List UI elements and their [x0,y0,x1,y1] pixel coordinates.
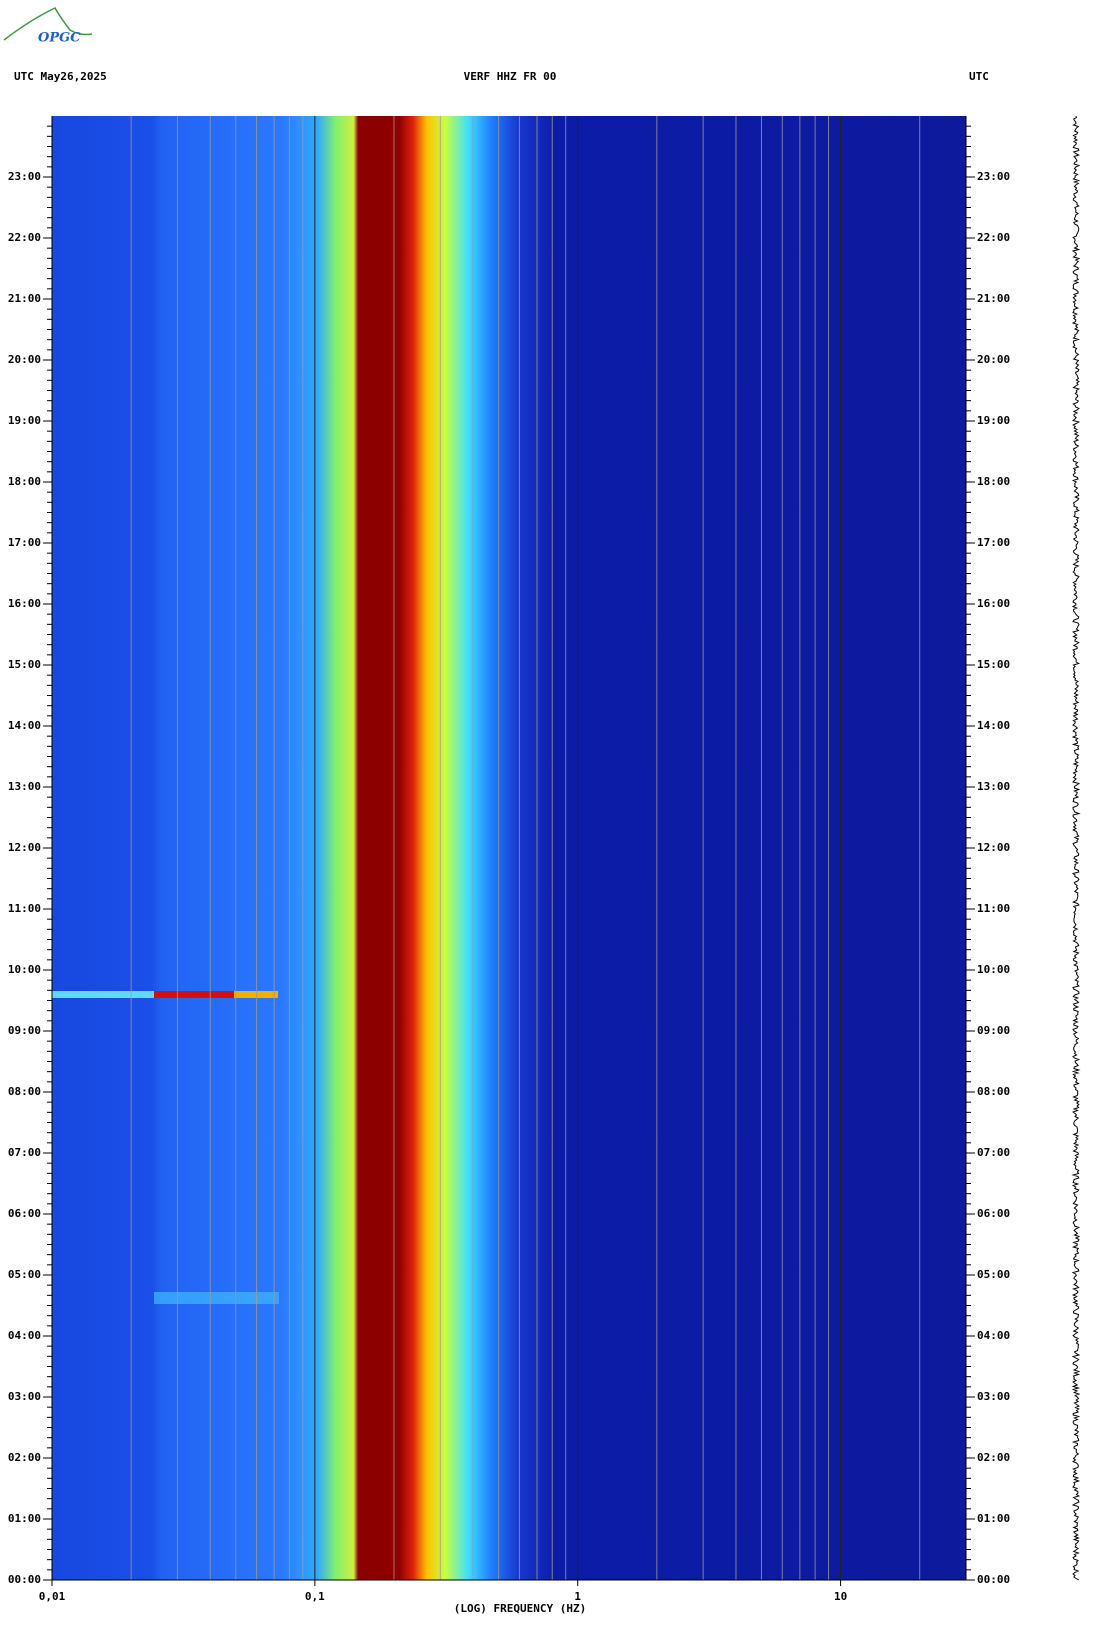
y-tick-label: 11:00 [8,902,41,915]
y-tick-label: 18:00 [977,475,1010,488]
y-tick-label: 21:00 [977,292,1010,305]
seismogram-trace [1071,115,1081,1581]
y-tick-label: 05:00 [977,1268,1010,1281]
y-tick-label: 16:00 [977,597,1010,610]
y-tick-label: 20:00 [977,353,1010,366]
y-tick-label: 19:00 [8,414,41,427]
logo: OPGC [3,7,93,46]
y-tick-label: 13:00 [8,780,41,793]
y-tick-label: 22:00 [977,231,1010,244]
y-tick-label: 07:00 [977,1146,1010,1159]
y-tick-label: 02:00 [977,1451,1010,1464]
y-tick-label: 18:00 [8,475,41,488]
y-tick-label: 19:00 [977,414,1010,427]
logo-text: OPGC [38,31,81,46]
y-tick-label: 17:00 [8,536,41,549]
y-tick-label: 00:00 [8,1573,41,1586]
y-tick-label: 04:00 [8,1329,41,1342]
y-tick-label: 08:00 [977,1085,1010,1098]
y-tick-label: 20:00 [8,353,41,366]
y-tick-label: 06:00 [977,1207,1010,1220]
event-stripe [154,991,234,998]
y-tick-label: 02:00 [8,1451,41,1464]
y-tick-label: 04:00 [977,1329,1010,1342]
y-tick-label: 15:00 [977,658,1010,671]
x-axis-label: (LOG) FREQUENCY (HZ) [454,1602,586,1615]
y-tick-label: 23:00 [8,170,41,183]
y-tick-label: 21:00 [8,292,41,305]
x-tick-label: 0,01 [39,1590,66,1603]
title-right: UTC [969,70,989,83]
y-tick-label: 03:00 [977,1390,1010,1403]
y-tick-label: 12:00 [977,841,1010,854]
y-tick-label: 14:00 [8,719,41,732]
x-tick-label: 1 [574,1590,581,1603]
y-tick-label: 23:00 [977,170,1010,183]
y-tick-label: 07:00 [8,1146,41,1159]
y-tick-label: 09:00 [977,1024,1010,1037]
y-tick-label: 10:00 [8,963,41,976]
y-tick-label: 13:00 [977,780,1010,793]
event-stripe [154,1292,279,1304]
x-tick-label: 10 [834,1590,847,1603]
y-tick-label: 12:00 [8,841,41,854]
y-tick-label: 03:00 [8,1390,41,1403]
y-tick-label: 06:00 [8,1207,41,1220]
y-tick-label: 22:00 [8,231,41,244]
spectrogram-image [52,116,966,1580]
x-tick-label: 0,1 [305,1590,325,1603]
y-tick-label: 09:00 [8,1024,41,1037]
title-left: UTC May26,2025 [14,70,107,83]
chart-title: VERF HHZ FR 00 [464,70,557,83]
event-stripe [52,991,154,998]
y-tick-label: 14:00 [977,719,1010,732]
y-tick-label: 10:00 [977,963,1010,976]
y-tick-label: 17:00 [977,536,1010,549]
event-stripe [234,991,278,998]
y-tick-label: 05:00 [8,1268,41,1281]
y-tick-label: 00:00 [977,1573,1010,1586]
y-tick-label: 15:00 [8,658,41,671]
y-tick-label: 08:00 [8,1085,41,1098]
y-tick-label: 11:00 [977,902,1010,915]
y-tick-label: 16:00 [8,597,41,610]
y-tick-label: 01:00 [8,1512,41,1525]
y-tick-label: 01:00 [977,1512,1010,1525]
